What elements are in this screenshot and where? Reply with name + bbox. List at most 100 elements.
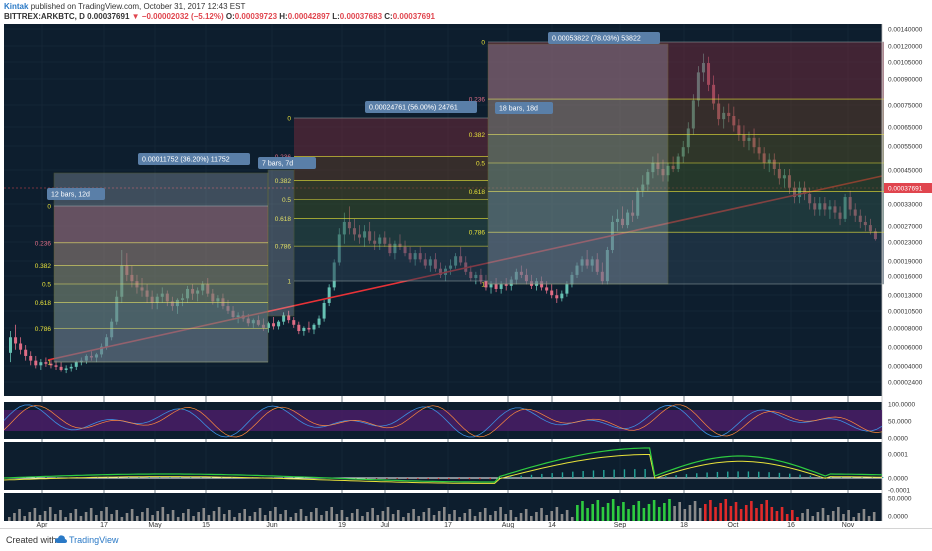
macd-histogram-bar (882, 477, 883, 478)
macd-histogram-bar (758, 472, 759, 478)
volume-bar (597, 500, 600, 521)
volume-bar (863, 509, 866, 521)
volume-bar (341, 510, 344, 521)
candle-down (272, 323, 275, 326)
volume-bar (602, 507, 605, 521)
y-tick-label: 0.00010500 (888, 309, 923, 316)
volume-bar (392, 514, 395, 521)
volume-bar (289, 517, 292, 521)
candle-down (555, 295, 558, 298)
measure-box (268, 170, 294, 316)
macd-histogram-bar (397, 478, 398, 479)
high-label: H: (279, 12, 287, 21)
volume-bar (208, 515, 211, 521)
third-fib-label: 0.5 (476, 161, 485, 168)
first-fib-label: 0.786 (35, 326, 52, 333)
rsi-band (4, 410, 882, 431)
author-name[interactable]: Kintak (4, 2, 28, 11)
macd-tick-label: 0.0000 (888, 476, 908, 483)
volume-bar (387, 507, 390, 521)
volume-bar (643, 508, 646, 521)
first-fib-label: 0 (47, 204, 51, 211)
measure-change-text: 0.00053822 (78.03%) 53822 (552, 36, 641, 43)
volume-bar (361, 516, 364, 521)
volume-bar (284, 510, 287, 521)
y-tick-label: 0.00055000 (888, 144, 923, 151)
volume-bar (351, 513, 354, 521)
volume-bar (95, 515, 98, 521)
tradingview-cloud-icon (55, 535, 67, 546)
volume-bar (811, 516, 814, 521)
measure-box (488, 44, 668, 284)
macd-histogram-bar (572, 472, 573, 478)
candle-up (318, 319, 321, 325)
volume-bar (90, 508, 93, 521)
volume-bar (714, 507, 717, 521)
first-fib-label: 0.236 (35, 240, 52, 247)
candle-down (505, 284, 508, 286)
rsi-tick-label: 100.0000 (888, 402, 915, 409)
volume-bar (218, 507, 221, 521)
volume-bar (689, 505, 692, 521)
y-tick-label: 0.00027000 (888, 224, 923, 231)
third-fib-label: 0.382 (469, 132, 486, 139)
volume-bar (581, 501, 584, 521)
third-fib-label: 1 (481, 282, 485, 289)
candle-up (39, 362, 42, 365)
tradingview-brand[interactable]: TradingView (69, 535, 119, 545)
macd-histogram-bar (593, 470, 594, 478)
volume-bar (586, 508, 589, 521)
volume-bar (771, 507, 774, 521)
macd-histogram-bar (768, 472, 769, 478)
volume-bar (709, 500, 712, 521)
measure-bars-text: 7 bars, 7d (262, 161, 293, 168)
volume-bar (279, 514, 282, 521)
candle-up (302, 328, 305, 331)
volume-bar (269, 511, 272, 521)
created-with-label: Created with (6, 535, 57, 545)
volume-bar (535, 512, 538, 521)
y-tick-label: 0.00023000 (888, 240, 923, 247)
volume-bar (755, 508, 758, 521)
volume-bar (750, 501, 753, 521)
volume-bar (837, 507, 840, 521)
macd-histogram-bar (810, 476, 811, 478)
macd-histogram-bar (686, 474, 687, 478)
volume-bar (443, 507, 446, 521)
volume-bar (873, 512, 876, 521)
volume-bar (115, 510, 118, 521)
volume-bar (817, 512, 820, 521)
second-fib-zone (294, 180, 488, 199)
volume-bar (320, 515, 323, 521)
volume-bar (177, 517, 180, 521)
close-value: 0.00037691 (393, 12, 435, 21)
volume-bar (356, 509, 359, 521)
volume-bar (197, 512, 200, 521)
volume-bar (136, 516, 139, 521)
volume-bar (591, 504, 594, 521)
candle-up (70, 367, 73, 369)
y-tick-label: 0.00033000 (888, 202, 923, 209)
volume-bar (69, 513, 72, 521)
volume-bar (530, 516, 533, 521)
candle-up (323, 303, 326, 319)
y-tick-label: 0.00105000 (888, 60, 923, 67)
volume-bar (402, 517, 405, 521)
volume-bar (325, 511, 328, 521)
macd-histogram-bar (458, 478, 459, 479)
volume-bar (571, 517, 574, 521)
volume-bar (305, 516, 308, 521)
candle-down (297, 325, 300, 331)
volume-bar (233, 517, 236, 521)
y-tick-label: 0.00075000 (888, 103, 923, 110)
volume-bar (64, 517, 67, 521)
volume-bar (566, 510, 569, 521)
volume-bar (868, 516, 871, 521)
volume-bar (494, 511, 497, 521)
macd-histogram-bar (696, 473, 697, 478)
volume-bar (80, 516, 83, 521)
volume-bar (336, 514, 339, 521)
first-fib-label: 0.382 (35, 263, 52, 270)
